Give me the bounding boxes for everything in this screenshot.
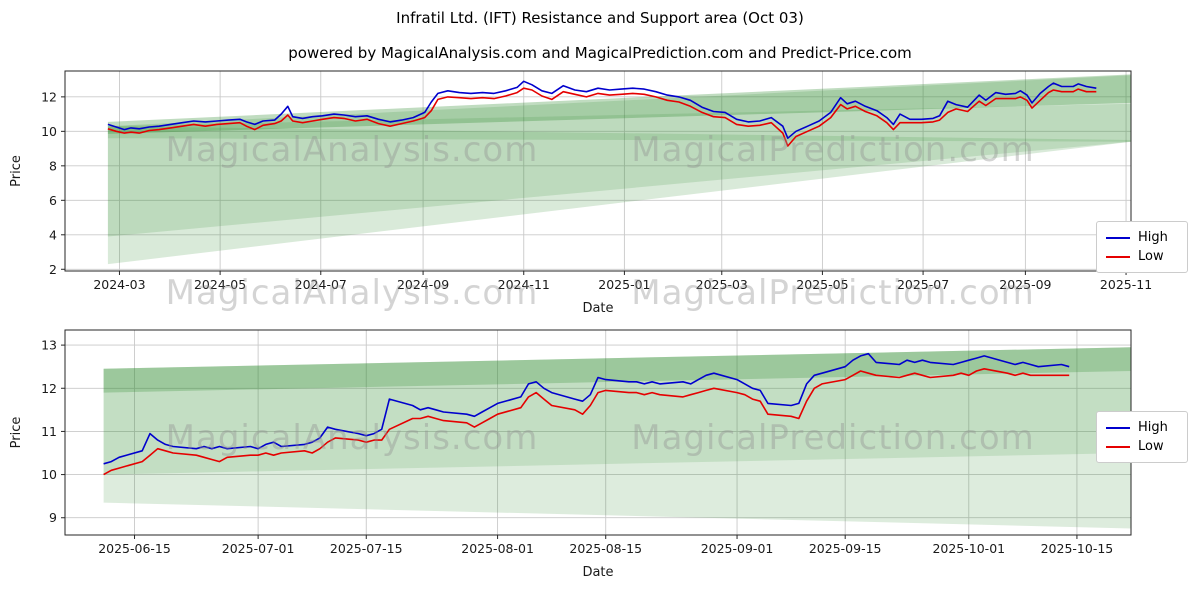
svg-text:12: 12 [41,89,57,104]
price-chart-top: 2024-03 2024-05 2024-07 2024-09 2024-11 2025-… [9,70,1152,316]
legend-entry-high: High [1106,418,1178,437]
svg-text:2025-10-15: 2025-10-15 [1041,541,1114,556]
legend-bottom-chart: High Low [1096,411,1188,463]
svg-text:2: 2 [49,262,57,277]
svg-text:11: 11 [41,424,57,439]
svg-text:12: 12 [41,381,57,396]
legend-entry-high: High [1106,228,1178,247]
legend-label: High [1138,420,1168,435]
svg-text:2025-07: 2025-07 [897,277,949,292]
legend-entry-low: Low [1106,437,1178,456]
legend-line-icon [1106,236,1130,239]
legend-label: Low [1138,249,1164,264]
svg-text:13: 13 [41,338,57,353]
page-title: Infratil Ltd. (IFT) Resistance and Suppo… [396,9,804,27]
svg-text:Date: Date [582,301,613,316]
price-chart-bottom: 2025-06-15 2025-07-01 2025-07-15 2025-08-01… [9,329,1132,580]
svg-text:2025-10-01: 2025-10-01 [932,541,1005,556]
legend-line-icon [1106,426,1130,429]
svg-text:2024-11: 2024-11 [498,277,550,292]
svg-text:10: 10 [41,124,57,139]
svg-text:2024-05: 2024-05 [194,277,246,292]
svg-text:2024-09: 2024-09 [397,277,449,292]
svg-text:2025-07-01: 2025-07-01 [222,541,295,556]
svg-text:2025-06-15: 2025-06-15 [98,541,171,556]
svg-text:Price: Price [9,155,24,187]
svg-text:8: 8 [49,158,57,173]
svg-text:2025-03: 2025-03 [696,277,748,292]
svg-text:2025-09-15: 2025-09-15 [809,541,882,556]
svg-text:2024-03: 2024-03 [93,277,145,292]
svg-text:2025-11: 2025-11 [1100,277,1152,292]
svg-text:2025-08-01: 2025-08-01 [461,541,534,556]
svg-text:Price: Price [9,417,24,449]
svg-text:2025-05: 2025-05 [796,277,848,292]
svg-text:2024-07: 2024-07 [295,277,347,292]
legend-top-chart: High Low [1096,221,1188,273]
svg-text:6: 6 [49,193,57,208]
legend-line-icon [1106,445,1130,448]
legend-label: Low [1138,439,1164,454]
chart-subtitle: powered by MagicalAnalysis.com and Magic… [288,44,912,62]
legend-line-icon [1106,255,1130,258]
legend-entry-low: Low [1106,247,1178,266]
svg-text:2025-09: 2025-09 [999,277,1051,292]
svg-text:4: 4 [49,227,57,242]
svg-text:9: 9 [49,510,57,525]
svg-text:10: 10 [41,467,57,482]
svg-text:2025-09-01: 2025-09-01 [701,541,774,556]
svg-text:2025-07-15: 2025-07-15 [330,541,403,556]
svg-text:2025-01: 2025-01 [598,277,650,292]
svg-text:2025-08-15: 2025-08-15 [569,541,642,556]
svg-text:Date: Date [582,565,613,580]
legend-label: High [1138,230,1168,245]
